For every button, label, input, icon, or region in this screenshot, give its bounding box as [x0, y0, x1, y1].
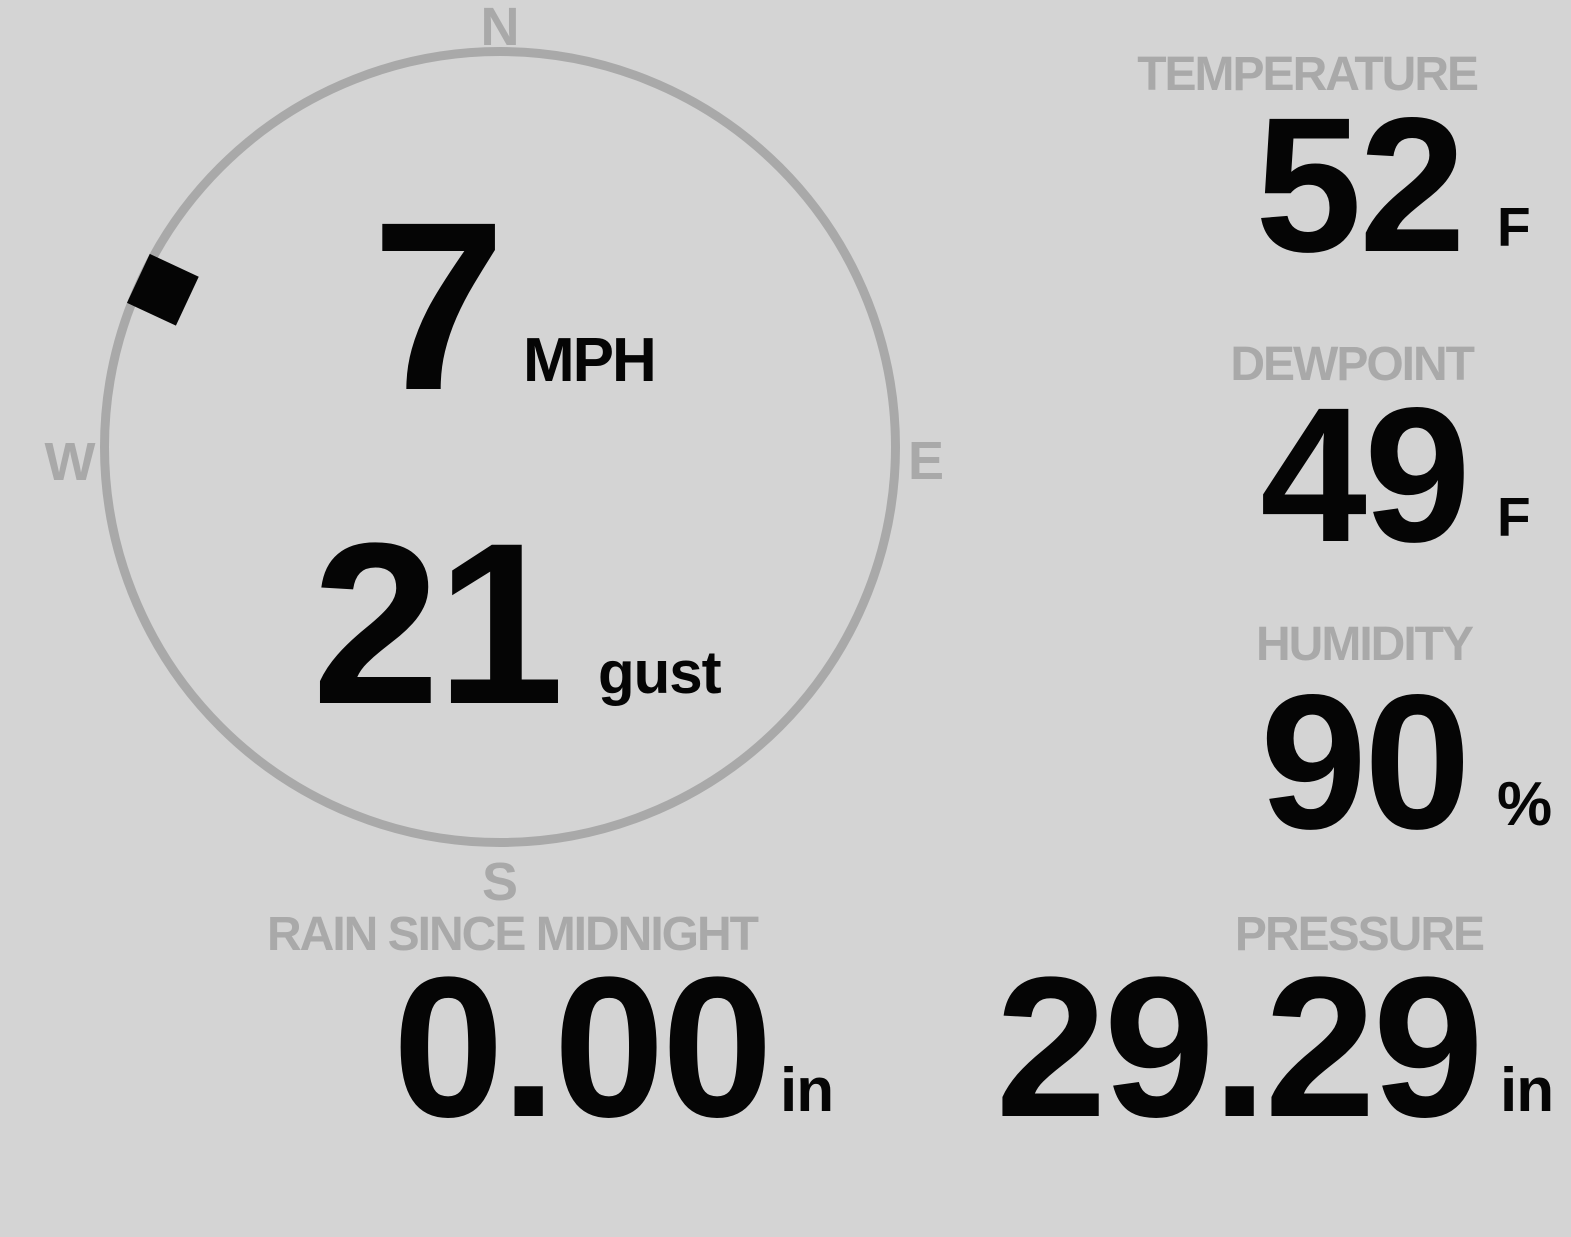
wind-speed-value: 7 [372, 172, 505, 440]
compass-ring [100, 47, 900, 847]
humidity-unit: % [1497, 770, 1552, 839]
wind-speed-unit: MPH [523, 326, 657, 395]
pressure-value: 29.29 [995, 936, 1484, 1159]
dewpoint-value: 49 [1260, 367, 1471, 582]
compass-south-label: S [481, 852, 519, 912]
pressure-label: PRESSURE [1234, 908, 1485, 961]
compass-east-label: E [907, 431, 945, 491]
rain-value: 0.00 [392, 936, 773, 1159]
dewpoint-unit: F [1497, 486, 1531, 548]
compass-west-label: W [44, 432, 96, 492]
rain-unit: in [780, 1056, 834, 1125]
pressure-unit: in [1500, 1056, 1554, 1125]
rain-label: RAIN SINCE MIDNIGHT [267, 908, 759, 961]
wind-gust-unit: gust [598, 639, 722, 706]
temperature-value: 52 [1255, 77, 1466, 292]
dewpoint-label: DEWPOINT [1230, 338, 1475, 391]
humidity-label: HUMIDITY [1256, 618, 1474, 671]
humidity-value: 90 [1260, 654, 1471, 869]
compass-north-label: N [480, 0, 520, 57]
temperature-unit: F [1497, 196, 1531, 258]
temperature-label: TEMPERATURE [1137, 48, 1479, 101]
wind-gust-value: 21 [312, 495, 564, 752]
